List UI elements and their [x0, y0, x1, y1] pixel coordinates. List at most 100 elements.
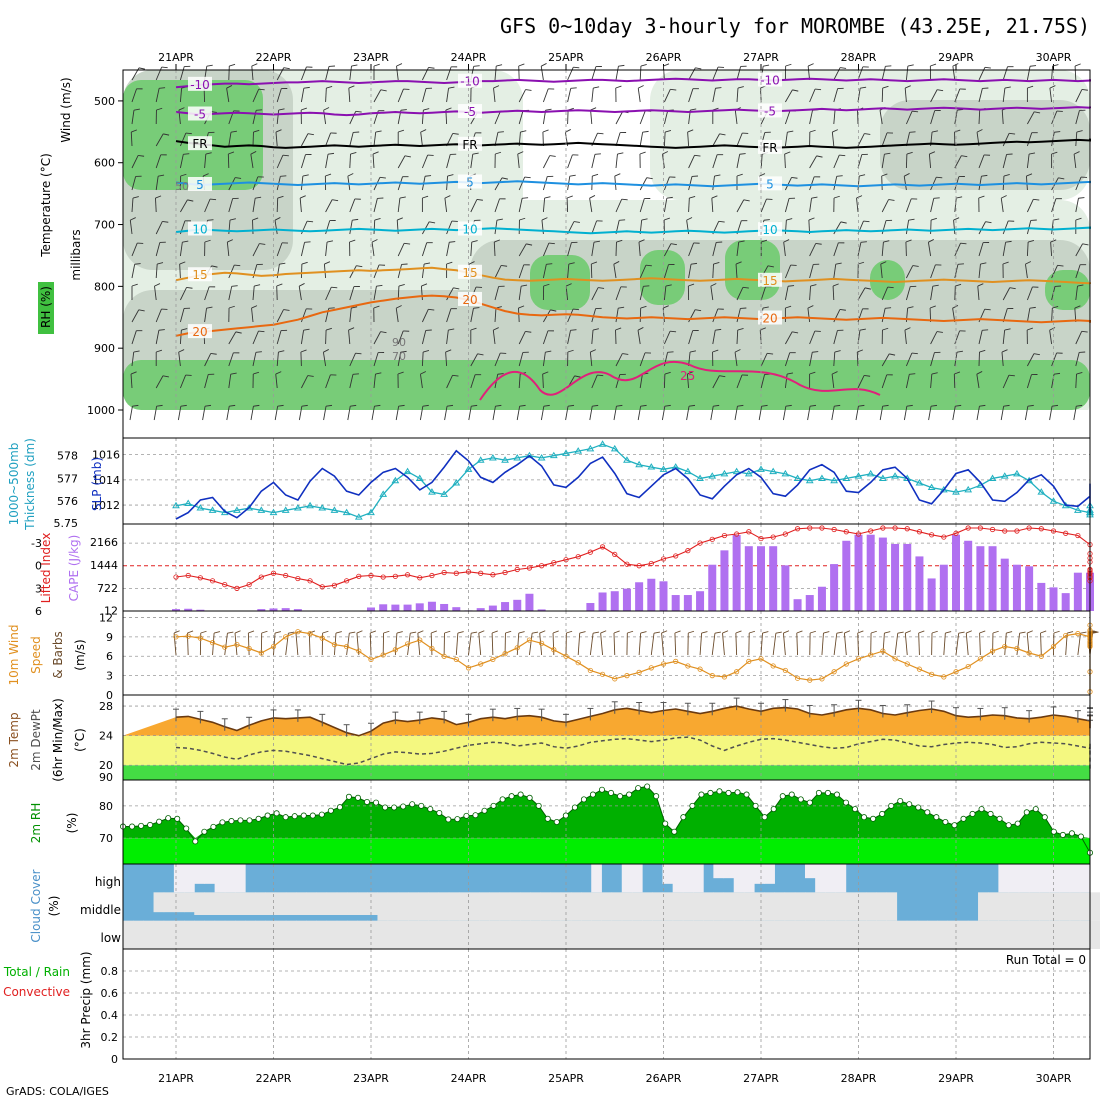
wind-barb — [1050, 242, 1053, 257]
wind-barb — [204, 374, 209, 389]
cape-bar — [513, 599, 522, 611]
wind-barb — [204, 404, 212, 407]
wind-barb — [282, 154, 289, 157]
wind-barb — [930, 404, 938, 407]
wind-barb — [566, 195, 573, 199]
precip-frame — [122, 948, 1091, 1060]
wind-barb — [275, 374, 278, 389]
wind-barb — [646, 177, 653, 180]
thickness-marker — [415, 474, 424, 481]
thickness-marker — [269, 508, 278, 516]
wind-barb — [713, 404, 720, 407]
wind-barb — [597, 132, 604, 135]
axis-label-rh: RH (%) — [39, 286, 53, 328]
wind-barb — [1009, 287, 1016, 290]
wind-barb — [912, 265, 919, 267]
wind-barb — [210, 352, 217, 355]
wind-barb — [784, 198, 790, 213]
wind-barb — [473, 65, 480, 67]
rh-marker — [472, 812, 479, 819]
lifted-index-marker — [697, 540, 703, 546]
wind-barb — [229, 404, 236, 407]
wind-barb — [1028, 240, 1035, 243]
wind-barb — [156, 404, 163, 407]
wind-barb — [885, 65, 892, 67]
wind-barb — [397, 217, 403, 221]
wind-barb — [373, 305, 380, 309]
wind-barb — [470, 242, 473, 257]
wind-barb — [954, 110, 958, 125]
wind-barb — [276, 110, 280, 125]
wind-barb — [468, 633, 472, 656]
wind-speed-marker — [1014, 645, 1020, 652]
isotherm-label: FR — [762, 141, 777, 155]
isotherm-label-bg — [458, 221, 482, 236]
cloud-clear-cell — [591, 864, 602, 893]
lifted-index-marker — [368, 572, 374, 579]
wind-barb — [1075, 217, 1082, 221]
cloud-clear-cell — [1090, 892, 1100, 921]
wind-barb — [457, 631, 464, 634]
wind-barb — [1004, 328, 1011, 331]
wind-barb — [670, 88, 677, 91]
wind-barb — [670, 243, 677, 246]
rh-marker — [436, 809, 443, 816]
top-date-label: 21APR — [158, 51, 194, 64]
wind-barb — [739, 153, 746, 155]
wind-barb — [1026, 308, 1031, 323]
cloud-clear-cell — [1059, 920, 1071, 949]
cloud-clear-cell — [275, 892, 287, 915]
wind-barb — [326, 240, 334, 243]
wind-speed-marker — [1063, 632, 1069, 639]
wind-barb — [397, 264, 403, 279]
wind-barb — [929, 305, 936, 309]
wind-barb — [404, 242, 411, 245]
wind-barb — [712, 242, 717, 257]
wind-barb — [945, 631, 952, 634]
wind-barb — [785, 404, 792, 407]
cloud-clear-cell — [550, 892, 562, 921]
wind-barb — [1074, 65, 1077, 81]
wind-barb — [396, 63, 403, 67]
isotherm-label-bg — [188, 136, 212, 151]
cloud-clear-cell — [672, 920, 684, 949]
thickness-marker — [1073, 506, 1082, 513]
wind-barb — [251, 66, 254, 81]
wind-barb — [613, 632, 616, 656]
wind-barb — [905, 66, 909, 81]
cape-bar — [659, 581, 668, 611]
thickness-marker — [744, 469, 753, 477]
wind-speed-marker — [246, 645, 252, 652]
cloud-clear-cell — [245, 920, 256, 949]
wind-barb — [525, 330, 532, 333]
cloud-clear-cell — [509, 892, 521, 921]
wind-barb — [250, 154, 254, 169]
wind-barb — [695, 309, 702, 312]
wind-barb — [833, 352, 836, 367]
wind-barb — [349, 286, 355, 301]
wind-barb — [759, 173, 766, 177]
wind-barb — [351, 64, 358, 67]
wind-barb — [618, 64, 625, 67]
isotherm-label: 15 — [192, 268, 207, 282]
wind-barb — [226, 88, 230, 103]
cloud-clear-cell — [1059, 892, 1071, 921]
wind-barb — [792, 89, 799, 92]
lifted-index-marker — [392, 573, 398, 579]
wind-barb — [255, 351, 262, 353]
lifted-index-marker — [831, 526, 837, 533]
wind-barb — [905, 220, 910, 235]
wind-speed-marker — [258, 650, 264, 656]
wind-barb — [904, 330, 907, 345]
cloud-clear-cell — [1049, 920, 1060, 949]
wind-barb — [251, 63, 258, 67]
rh-marker — [924, 809, 931, 816]
wind-barb — [787, 372, 794, 375]
bottom-date-label: 23APR — [353, 1072, 389, 1085]
wind-barb — [155, 242, 161, 257]
wind-barb — [784, 151, 791, 155]
cape-bar — [903, 543, 912, 611]
wind-barb — [641, 218, 648, 221]
thickness-marker — [732, 467, 741, 475]
cape-bar — [988, 546, 997, 611]
